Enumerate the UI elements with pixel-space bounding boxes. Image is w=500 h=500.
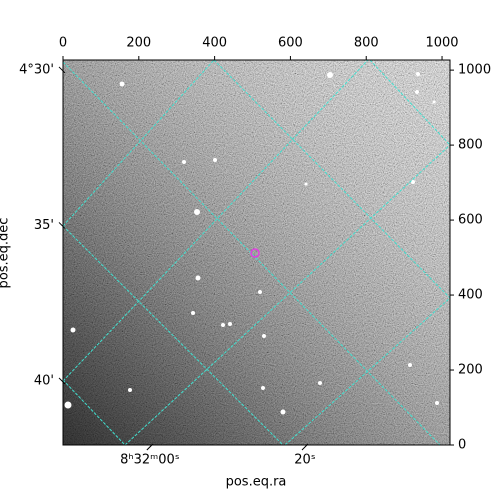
- dec-tick: [58, 222, 66, 229]
- dec-tick-label: 35': [34, 218, 54, 233]
- x-tick-label: 1000: [425, 36, 458, 51]
- y-tick-label: 200: [458, 363, 483, 378]
- x-axis-label: pos.eq.ra: [226, 475, 287, 490]
- ra-tick: [146, 443, 154, 451]
- x-tick-label: 600: [278, 36, 303, 51]
- x-tick-label: 0: [59, 36, 67, 51]
- y-tick-label: 600: [458, 213, 483, 228]
- dec-tick: [58, 66, 66, 74]
- x-tick-label: 800: [354, 36, 379, 51]
- coordinate-grid: [63, 60, 450, 445]
- ra-tick-label: 8ʰ32ᵐ00ˢ: [120, 453, 180, 468]
- ra-tick-label: 20ˢ: [294, 453, 316, 468]
- x-tick-label: 400: [202, 36, 227, 51]
- stars: [64, 72, 439, 415]
- plot-frame: [62, 59, 451, 446]
- target-marker: [250, 248, 260, 258]
- y-axis-label: pos.eq.dec: [0, 218, 12, 289]
- sky-image: [63, 60, 450, 445]
- x-tick-label: 200: [126, 36, 151, 51]
- dec-tick-label: 4°30': [19, 62, 54, 77]
- y-tick-label: 800: [458, 138, 483, 153]
- y-tick-label: 400: [458, 288, 483, 303]
- y-tick-label: 1000: [458, 63, 491, 78]
- dec-tick: [58, 377, 66, 385]
- y-tick-label: 0: [458, 438, 466, 453]
- ra-tick: [301, 443, 309, 451]
- dec-tick-label: 40': [34, 373, 54, 388]
